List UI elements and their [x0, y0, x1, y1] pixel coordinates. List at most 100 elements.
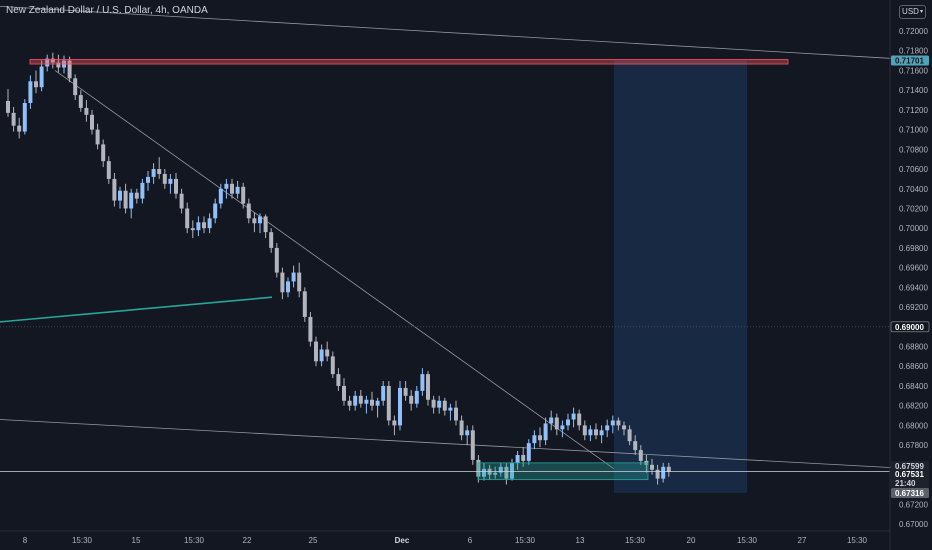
candle-body — [554, 417, 559, 430]
candle-body — [39, 66, 44, 88]
trendline[interactable] — [54, 70, 615, 470]
price-label-bg — [891, 55, 929, 66]
candle-body — [190, 228, 195, 231]
candle — [319, 344, 324, 367]
time-axis[interactable]: 8 15:30 15 15:30 22 25 Dec 6 15:30 13 15:30 20 15:30… — [23, 536, 868, 545]
candle-body — [470, 430, 475, 460]
candle — [78, 90, 83, 112]
candle — [504, 462, 509, 485]
time-tick-label: 13 — [576, 536, 585, 545]
candle-body — [403, 387, 408, 396]
candle-body — [129, 192, 134, 209]
candle — [582, 420, 587, 441]
time-tick-label: 22 — [243, 536, 252, 545]
price-tick-label: 0.70200 — [899, 204, 928, 213]
candle — [207, 213, 212, 234]
candle-body — [134, 192, 139, 199]
candle-body — [605, 425, 610, 431]
candle — [358, 389, 363, 408]
time-tick-label: 15:30 — [515, 536, 536, 545]
candle-body — [235, 186, 240, 194]
candle — [84, 100, 89, 122]
candle — [252, 212, 257, 233]
trendlines[interactable] — [0, 5, 896, 470]
candle-body — [151, 169, 156, 177]
price-tick-label: 0.68000 — [899, 421, 928, 430]
candle — [560, 420, 565, 438]
candle — [493, 466, 498, 479]
candle-body — [582, 425, 587, 436]
candle-body — [398, 387, 402, 426]
candle — [258, 213, 262, 234]
candle-body — [67, 60, 72, 79]
time-tick-label: 25 — [309, 536, 318, 545]
candle-body — [207, 218, 212, 229]
candle-body — [263, 216, 268, 233]
candle-body — [465, 430, 470, 436]
price-tick-label: 0.71800 — [899, 47, 928, 56]
candle — [263, 214, 268, 239]
trendline[interactable] — [0, 296, 273, 323]
candle-body — [493, 472, 498, 475]
candle-body — [599, 430, 604, 436]
candle — [526, 439, 531, 465]
candle-body — [112, 178, 117, 201]
projection-box[interactable] — [614, 60, 747, 493]
price-label-bg — [891, 461, 929, 471]
candle — [347, 395, 352, 411]
candle-body — [358, 395, 363, 404]
candle — [330, 351, 335, 379]
candle-body — [314, 341, 318, 362]
candle — [403, 381, 408, 401]
candle-body — [454, 407, 458, 421]
time-tick-label: 15 — [132, 536, 141, 545]
candle-body — [146, 176, 150, 183]
candle — [297, 262, 302, 298]
candle — [414, 385, 419, 408]
time-tick-label: 20 — [687, 536, 696, 545]
candle-body — [442, 400, 447, 411]
trendline[interactable] — [0, 419, 896, 469]
resistance-zone[interactable] — [29, 59, 789, 65]
candle — [213, 198, 218, 224]
candle-body — [342, 385, 346, 401]
candle-body — [666, 466, 671, 472]
price-tick-label: 0.70000 — [899, 224, 928, 233]
trendline[interactable] — [0, 5, 896, 60]
candle-body — [56, 62, 61, 68]
price-label-current: 0.67531 — [891, 469, 929, 479]
candle — [246, 198, 251, 224]
candle-body — [330, 356, 335, 375]
candle — [392, 415, 397, 436]
candle — [106, 156, 111, 184]
candle-body — [297, 272, 302, 292]
candle-body — [431, 399, 436, 408]
candle-body — [627, 429, 632, 442]
candle-body — [319, 349, 324, 362]
candle-body — [622, 425, 626, 430]
candle-body — [577, 413, 582, 426]
candle — [22, 99, 27, 135]
candle — [655, 464, 660, 485]
candle — [269, 228, 274, 253]
price-label-text: 21:40 — [895, 479, 916, 488]
currency-button[interactable]: USD ▾ — [899, 5, 926, 19]
candle — [224, 178, 229, 199]
candle — [146, 171, 150, 191]
candle-body — [157, 169, 162, 174]
candle-body — [22, 102, 27, 132]
candle-body — [302, 291, 307, 317]
candle — [661, 462, 666, 483]
candle — [498, 462, 503, 477]
candle-body — [526, 443, 531, 461]
candle — [437, 395, 442, 414]
time-tick-label: 15:30 — [72, 536, 93, 545]
price-axis[interactable]: 0.72000 0.71800 0.71600 0.71400 0.71200 0.710… — [899, 27, 928, 529]
projection-zone[interactable] — [614, 60, 747, 493]
candle — [241, 182, 246, 209]
candle-body — [549, 417, 554, 424]
candle — [168, 173, 173, 194]
time-tick-label: Dec — [395, 536, 410, 545]
